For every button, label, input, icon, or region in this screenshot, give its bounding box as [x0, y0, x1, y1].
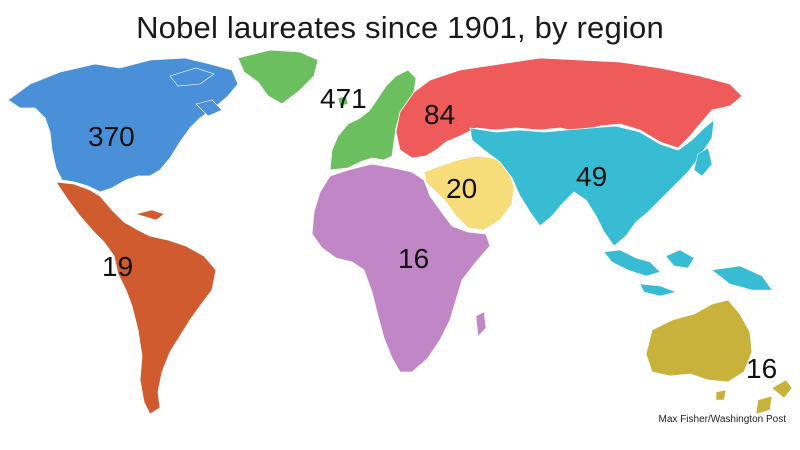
map-title: Nobel laureates since 1901, by region [136, 10, 664, 45]
count-label-europe: 471 [320, 83, 367, 114]
region-middle-east [423, 155, 515, 231]
count-label-oceania: 16 [746, 353, 777, 384]
count-label-middle-east: 20 [446, 173, 477, 204]
count-label-africa: 16 [398, 243, 429, 274]
region-north-america [7, 57, 239, 193]
count-label-russia: 84 [424, 99, 455, 130]
count-label-asia: 49 [576, 161, 607, 192]
count-label-north-america: 370 [88, 121, 135, 152]
region-europe [329, 69, 417, 171]
region-russia [395, 57, 743, 159]
region-latin-america [55, 181, 217, 415]
region-asia [469, 119, 715, 247]
count-label-latin-america: 19 [102, 251, 133, 282]
region-greenland [237, 49, 319, 105]
region-oceania [645, 299, 753, 383]
region-africa [311, 163, 491, 373]
credit-text: Max Fisher/Washington Post [658, 414, 786, 425]
